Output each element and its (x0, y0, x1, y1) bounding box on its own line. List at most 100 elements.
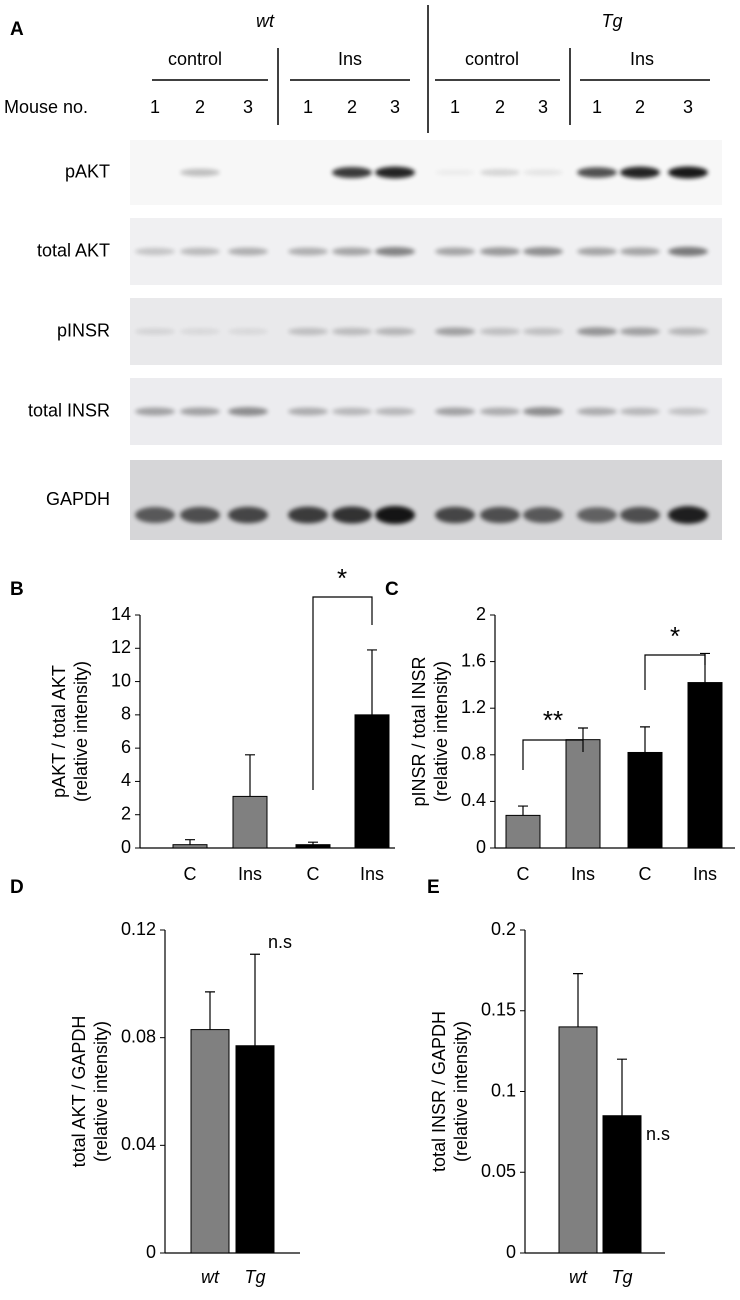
band (668, 327, 708, 336)
band (332, 166, 372, 179)
error-bar (578, 727, 588, 740)
group-label: Ins (630, 49, 654, 69)
band (668, 166, 708, 179)
error-bar (617, 1058, 627, 1116)
lane-number: 2 (495, 97, 505, 117)
band (480, 247, 520, 256)
y-axis-label: (relative intensity) (91, 1021, 111, 1162)
band (180, 168, 220, 177)
band (228, 247, 268, 256)
y-tick-label: 14 (111, 604, 131, 624)
group-label: Ins (338, 49, 362, 69)
band (135, 507, 175, 523)
band (523, 169, 563, 176)
error-bar (245, 754, 255, 797)
band (375, 327, 415, 336)
y-tick-label: 0.05 (481, 1161, 516, 1181)
genotype-label: wt (256, 11, 275, 31)
band (480, 407, 520, 416)
x-tick-label: Ins (360, 864, 384, 884)
y-tick-label: 0.8 (461, 744, 486, 764)
band (435, 169, 475, 176)
y-tick-label: 12 (111, 637, 131, 657)
x-tick-label: C (639, 864, 652, 884)
y-tick-label: 0.1 (491, 1080, 516, 1100)
band (375, 247, 415, 256)
bar (295, 844, 331, 849)
band (288, 407, 328, 416)
significance-bracket (312, 596, 373, 790)
band (620, 327, 660, 336)
x-tick-label: wt (201, 1267, 220, 1287)
lane-number: 1 (450, 97, 460, 117)
lane-number: 3 (243, 97, 253, 117)
x-tick-label: Ins (571, 864, 595, 884)
y-tick-label: 1.6 (461, 650, 486, 670)
bar (172, 844, 208, 849)
band (620, 407, 660, 416)
error-bar (205, 991, 215, 1030)
lane-number: 1 (150, 97, 160, 117)
y-axis-label: pAKT / total AKT (49, 665, 69, 798)
y-axis-label: (relative intensity) (451, 1021, 471, 1162)
y-tick-label: 0.04 (121, 1134, 156, 1154)
band (332, 506, 372, 524)
band (375, 407, 415, 416)
band (180, 328, 220, 335)
x-tick-label: Ins (238, 864, 262, 884)
y-tick-label: 0 (506, 1242, 516, 1262)
band (523, 507, 563, 523)
x-tick-label: C (517, 864, 530, 884)
band (228, 328, 268, 335)
band (332, 327, 372, 336)
error-bar (250, 953, 260, 1046)
bar (235, 1045, 275, 1254)
band (523, 247, 563, 256)
blot-strip (130, 460, 722, 540)
error-bar (308, 841, 318, 845)
bar (505, 814, 541, 849)
band (180, 407, 220, 416)
band (375, 166, 415, 179)
bar (627, 751, 663, 849)
band (577, 407, 617, 416)
y-tick-label: 0.2 (491, 919, 516, 939)
band (577, 507, 617, 523)
y-axis-label: (relative intensity) (71, 661, 91, 802)
y-tick-label: 0.15 (481, 1000, 516, 1020)
bar (687, 682, 723, 849)
y-axis-label: total INSR / GAPDH (429, 1011, 449, 1172)
bar (354, 714, 390, 849)
annotation: * (337, 563, 347, 593)
error-bar (367, 649, 377, 715)
band (577, 167, 617, 178)
mouse-label: Mouse no. (4, 97, 88, 117)
y-tick-label: 0 (476, 837, 486, 857)
band (288, 247, 328, 256)
y-axis-label: total AKT / GAPDH (69, 1016, 89, 1168)
lane-number: 1 (592, 97, 602, 117)
lane-number: 2 (195, 97, 205, 117)
band (620, 506, 660, 524)
bar (558, 1026, 598, 1254)
lane-number: 2 (347, 97, 357, 117)
band (480, 169, 520, 176)
band (135, 328, 175, 335)
lane-number: 1 (303, 97, 313, 117)
error-bar (640, 726, 650, 753)
band (577, 327, 617, 336)
panel-label: E (427, 877, 440, 898)
x-tick-label: wt (569, 1267, 588, 1287)
x-tick-label: C (184, 864, 197, 884)
y-tick-label: 0 (146, 1242, 156, 1262)
bar (602, 1115, 642, 1254)
lane-number: 3 (538, 97, 548, 117)
x-tick-label: Ins (693, 864, 717, 884)
row-label: total INSR (28, 400, 110, 420)
error-bar (518, 805, 528, 816)
panel-label: B (10, 579, 24, 600)
group-label: control (168, 49, 222, 69)
band (435, 407, 475, 416)
